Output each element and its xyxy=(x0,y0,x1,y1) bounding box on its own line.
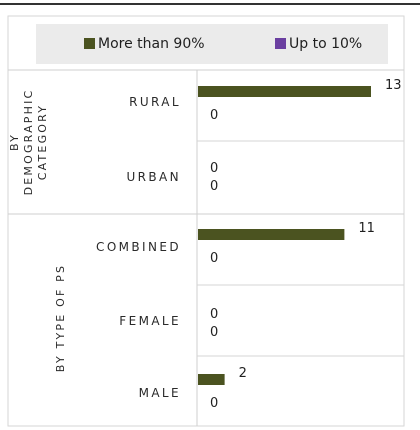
category-label-combined: COMBINED xyxy=(96,240,181,254)
data-label-urban-series-2: 0 xyxy=(210,179,218,194)
data-label-combined-series-1: 11 xyxy=(358,221,375,236)
chart-frame xyxy=(7,15,405,427)
category-label-female: FEMALE xyxy=(119,314,181,328)
data-label-male-series-1: 2 xyxy=(239,366,247,381)
legend-label-more-than-90: More than 90% xyxy=(98,36,205,52)
bar-combined-series-1 xyxy=(198,229,345,240)
group-label-demographic-line-2: DEMOGRAPHIC xyxy=(22,89,35,196)
group-label-demographic-line-3: CATEGORY xyxy=(36,104,49,180)
bars: 13 0 0 0 11 0 0 0 2 0 xyxy=(198,78,402,411)
category-label-male: MALE xyxy=(139,386,181,400)
data-label-combined-series-2: 0 xyxy=(210,251,218,266)
bar-rural-series-1 xyxy=(198,86,371,97)
category-label-urban: URBAN xyxy=(126,170,181,184)
legend-swatch-more-than-90 xyxy=(84,38,95,49)
legend-swatch-up-to-10 xyxy=(275,38,286,49)
legend: More than 90% Up to 10% xyxy=(84,36,362,52)
data-label-rural-series-1: 13 xyxy=(385,78,402,93)
legend-label-up-to-10: Up to 10% xyxy=(289,36,362,52)
bar-male-series-1 xyxy=(198,374,225,385)
category-label-rural: RURAL xyxy=(129,95,181,109)
data-label-female-series-2: 0 xyxy=(210,325,218,340)
group-label-demographic-line-1: BY xyxy=(8,133,21,151)
data-label-female-series-1: 0 xyxy=(210,307,218,322)
data-label-male-series-2: 0 xyxy=(210,396,218,411)
data-label-rural-series-2: 0 xyxy=(210,108,218,123)
group-label-type-of-ps: BY TYPE OF PS xyxy=(54,264,67,372)
data-label-urban-series-1: 0 xyxy=(210,161,218,176)
